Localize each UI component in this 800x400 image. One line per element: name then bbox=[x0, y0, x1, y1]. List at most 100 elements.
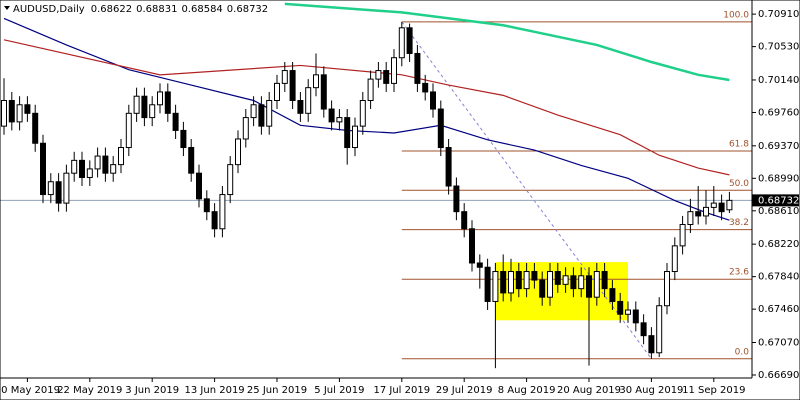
candle-body bbox=[313, 74, 319, 89]
candle-body bbox=[398, 27, 405, 59]
candle-body bbox=[539, 279, 546, 298]
trendline bbox=[401, 21, 652, 360]
candle-body bbox=[305, 87, 312, 114]
candle-body bbox=[726, 199, 733, 211]
candle-body bbox=[578, 275, 585, 290]
candle-body bbox=[40, 142, 46, 196]
candle-body bbox=[461, 211, 468, 230]
candle-body bbox=[266, 99, 273, 127]
candle-body bbox=[531, 271, 538, 281]
x-tick-label: 13 Jun 2019 bbox=[185, 385, 245, 396]
candle-body bbox=[687, 211, 694, 225]
candle-body bbox=[367, 78, 374, 101]
title-icon bbox=[4, 6, 10, 10]
candle-body bbox=[47, 181, 54, 196]
candle-body bbox=[437, 108, 444, 149]
candle-body bbox=[219, 194, 226, 230]
candle-body bbox=[172, 112, 179, 131]
y-tick-label: 0.67070 bbox=[758, 338, 799, 349]
candle-body bbox=[235, 138, 241, 166]
x-tick-label: 29 Jul 2019 bbox=[436, 385, 493, 396]
candle-body bbox=[710, 202, 717, 208]
candle-body bbox=[703, 206, 709, 217]
moving-average bbox=[284, 2, 730, 82]
chart-title: AUDUSD,Daily 0.68622 0.68831 0.68584 0.68732 bbox=[13, 4, 268, 15]
candle-body bbox=[227, 164, 234, 196]
plot-area: 100.0 61.8 50.0 38.2 23.6 0.0 bbox=[0, 2, 752, 369]
fibo-label: 38.2 bbox=[729, 218, 749, 228]
moving-average bbox=[3, 17, 730, 221]
candle-body bbox=[164, 91, 171, 114]
candle-body bbox=[586, 275, 592, 298]
candle-body bbox=[196, 172, 202, 200]
fibo-label: 61.8 bbox=[729, 139, 749, 149]
candle-body bbox=[188, 147, 195, 174]
candle-body bbox=[102, 155, 109, 174]
candle-body bbox=[125, 112, 132, 149]
candle-body bbox=[328, 108, 335, 123]
candle-body bbox=[32, 112, 39, 144]
x-tick-label: 8 Aug 2019 bbox=[498, 385, 556, 396]
y-tick-label: 0.67840 bbox=[758, 272, 799, 283]
candle-body bbox=[695, 211, 702, 217]
x-tick-label: 3 Jun 2019 bbox=[125, 385, 179, 396]
candle-body bbox=[180, 129, 187, 149]
x-tick-label: 17 Jul 2019 bbox=[373, 385, 430, 396]
candle-body bbox=[203, 198, 210, 213]
candle-body bbox=[71, 159, 78, 174]
candle-body bbox=[383, 70, 390, 84]
candle-body bbox=[86, 168, 93, 178]
candle-body bbox=[16, 104, 23, 123]
candle-body bbox=[55, 181, 62, 204]
candle-body bbox=[63, 172, 70, 204]
candle-body bbox=[336, 117, 343, 123]
candle-body bbox=[430, 91, 436, 110]
candle-body bbox=[344, 117, 351, 149]
candle-body bbox=[492, 271, 499, 302]
candle-body bbox=[250, 104, 257, 119]
candle-body bbox=[554, 271, 561, 285]
candle-body bbox=[476, 262, 483, 268]
candle-body bbox=[8, 99, 15, 123]
candle-body bbox=[24, 104, 31, 114]
candle-body bbox=[562, 275, 569, 285]
candle-body bbox=[547, 271, 553, 298]
candle-body bbox=[141, 95, 148, 119]
x-tick-label: 25 Jun 2019 bbox=[247, 385, 307, 396]
candle-body bbox=[211, 211, 218, 230]
y-tick-label: 0.67460 bbox=[758, 304, 799, 315]
y-tick-label: 0.68990 bbox=[758, 173, 799, 184]
candle-body bbox=[469, 228, 475, 264]
range-box bbox=[495, 262, 628, 321]
candle-body bbox=[133, 95, 140, 114]
candle-body bbox=[718, 202, 725, 213]
candle-body bbox=[617, 300, 624, 315]
open-value: 0.68622 bbox=[91, 4, 132, 15]
candle-body bbox=[515, 271, 522, 290]
candle-body bbox=[281, 70, 288, 84]
fibo-label: 100.0 bbox=[723, 10, 749, 20]
candle-body bbox=[274, 82, 280, 101]
candle-body bbox=[242, 117, 249, 140]
candle-body bbox=[391, 57, 397, 84]
candle-body bbox=[414, 52, 421, 84]
y-tick-label: 0.68220 bbox=[758, 239, 799, 250]
high-value: 0.68831 bbox=[136, 4, 177, 15]
candle-body bbox=[625, 309, 631, 315]
candle-body bbox=[664, 271, 670, 307]
y-tick-label: 0.70530 bbox=[758, 42, 799, 53]
y-tick-label: 0.66690 bbox=[758, 370, 799, 381]
candle-body bbox=[110, 164, 117, 174]
candle-body bbox=[523, 271, 530, 290]
x-tick-label: 30 Aug 2019 bbox=[619, 385, 683, 396]
x-tick-label: 10 May 2019 bbox=[0, 385, 60, 396]
candle-body bbox=[484, 266, 491, 302]
y-tick-label: 0.68610 bbox=[758, 206, 799, 217]
candle-body bbox=[157, 91, 163, 106]
y-tick-label: 0.70140 bbox=[758, 75, 799, 86]
y-tick-label: 0.70910 bbox=[758, 9, 799, 20]
candle-body bbox=[352, 125, 358, 149]
candle-body bbox=[79, 159, 85, 178]
candle-body bbox=[359, 99, 366, 127]
